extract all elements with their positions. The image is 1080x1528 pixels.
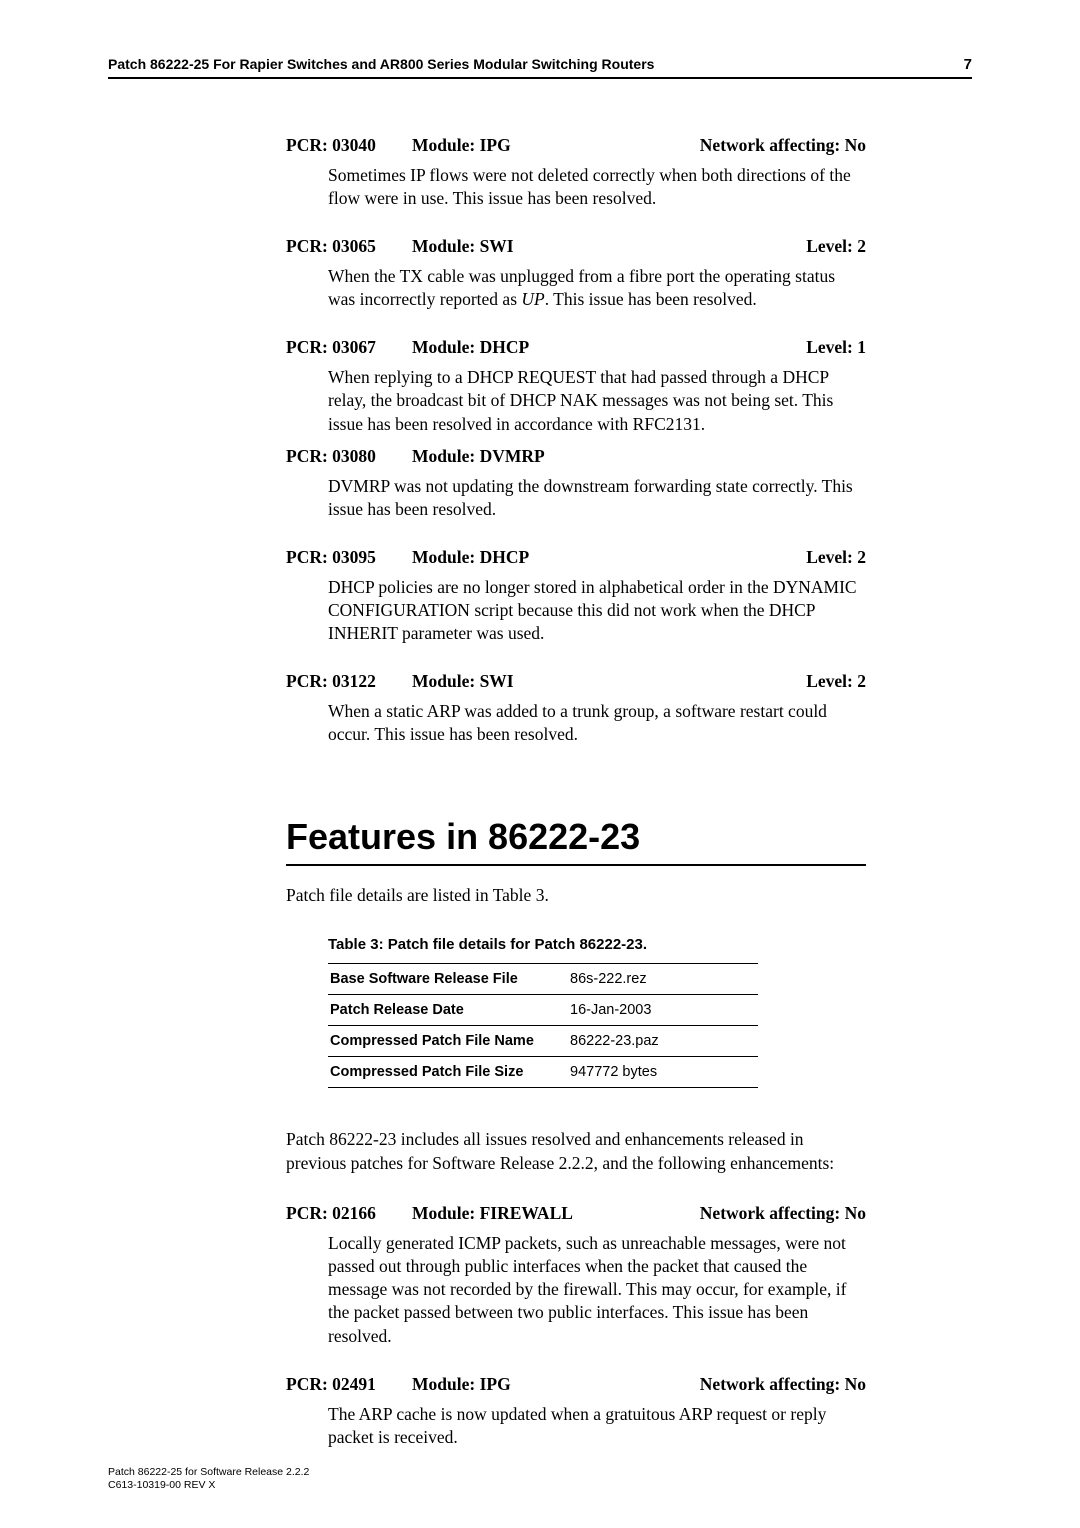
pcr-header-left: PCR: 03095Module: DHCP <box>286 547 529 568</box>
pcr-header-left: PCR: 03122Module: SWI <box>286 671 514 692</box>
section-title: Features in 86222-23 <box>286 816 866 866</box>
table-key: Base Software Release File <box>328 963 568 994</box>
pcr-number: PCR: 02166 <box>286 1203 412 1224</box>
pcr-header: PCR: 03095Module: DHCP Level: 2 <box>286 547 866 568</box>
table-value: 86222-23.paz <box>568 1025 758 1056</box>
pcr-header: PCR: 03122Module: SWI Level: 2 <box>286 671 866 692</box>
pcr-module: Module: SWI <box>412 236 514 257</box>
body-column: PCR: 03040Module: IPGNetwork affecting: … <box>286 135 866 1449</box>
pcr-number: PCR: 02491 <box>286 1374 412 1395</box>
pcr-header: PCR: 03040Module: IPG Network affecting: … <box>286 135 866 156</box>
pcr-header-left: PCR: 03040Module: IPG <box>286 135 511 156</box>
pcr-header-left: PCR: 02491Module: IPG <box>286 1374 511 1395</box>
table-row: Patch Release Date16-Jan-2003 <box>328 994 758 1025</box>
pcr-header: PCR: 03065Module: SWI Level: 2 <box>286 236 866 257</box>
pcr-header: PCR: 03067Module: DHCP Level: 1 <box>286 337 866 358</box>
table-value: 947772 bytes <box>568 1056 758 1087</box>
pcr-level: Level: 2 <box>806 236 866 257</box>
pcr-module: Module: IPG <box>412 135 511 156</box>
footer-line-2: C613-10319-00 REV X <box>108 1479 309 1492</box>
table-row: Base Software Release File86s-222.rez <box>328 963 758 994</box>
pcr-body: DHCP policies are no longer stored in al… <box>328 576 866 645</box>
pcr-module: Module: DVMRP <box>412 446 545 467</box>
table-caption: Table 3: Patch file details for Patch 86… <box>328 936 866 953</box>
patch-details-table: Base Software Release File86s-222.rezPat… <box>328 963 758 1088</box>
header-title: Patch 86222-25 For Rapier Switches and A… <box>108 56 654 72</box>
pcr-header-left: PCR: 03067Module: DHCP <box>286 337 529 358</box>
pcr-body: The ARP cache is now updated when a grat… <box>328 1403 866 1449</box>
pcr-number: PCR: 03067 <box>286 337 412 358</box>
pcr-body: When a static ARP was added to a trunk g… <box>328 700 866 746</box>
pcr-header-left: PCR: 02166Module: FIREWALL <box>286 1203 573 1224</box>
pcr-header: PCR: 02166Module: FIREWALL Network affect… <box>286 1203 866 1224</box>
table-key: Compressed Patch File Name <box>328 1025 568 1056</box>
pcr-body: Locally generated ICMP packets, such as … <box>328 1232 866 1347</box>
pcr-module: Module: SWI <box>412 671 514 692</box>
pcr-header: PCR: 03080Module: DVMRP <box>286 446 866 467</box>
pcr-body: When the TX cable was unplugged from a f… <box>328 265 866 311</box>
pcr-header: PCR: 02491Module: IPG Network affecting: … <box>286 1374 866 1395</box>
pcr-level: Level: 1 <box>806 337 866 358</box>
pcr-number: PCR: 03065 <box>286 236 412 257</box>
pcr-module: Module: FIREWALL <box>412 1203 573 1224</box>
page-footer: Patch 86222-25 for Software Release 2.2.… <box>108 1466 309 1492</box>
pcr-header-left: PCR: 03065Module: SWI <box>286 236 514 257</box>
pcr-level: Network affecting: No <box>700 1374 866 1395</box>
footer-line-1: Patch 86222-25 for Software Release 2.2.… <box>108 1466 309 1479</box>
pcr-number: PCR: 03122 <box>286 671 412 692</box>
pcr-level: Network affecting: No <box>700 1203 866 1224</box>
pcr-level: Network affecting: No <box>700 135 866 156</box>
table-key: Patch Release Date <box>328 994 568 1025</box>
pcr-level: Level: 2 <box>806 671 866 692</box>
table-row: Compressed Patch File Size947772 bytes <box>328 1056 758 1087</box>
pcr-module: Module: DHCP <box>412 337 529 358</box>
pcr-number: PCR: 03095 <box>286 547 412 568</box>
table-key: Compressed Patch File Size <box>328 1056 568 1087</box>
patch-details-table-block: Table 3: Patch file details for Patch 86… <box>328 936 866 1088</box>
header-page-number: 7 <box>964 56 972 73</box>
pcr-header-left: PCR: 03080Module: DVMRP <box>286 446 545 467</box>
table-row: Compressed Patch File Name86222-23.paz <box>328 1025 758 1056</box>
section-intro-2: Patch 86222-23 includes all issues resol… <box>286 1128 866 1175</box>
pcr-body: DVMRP was not updating the downstream fo… <box>328 475 866 521</box>
table-value: 86s-222.rez <box>568 963 758 994</box>
pcr-number: PCR: 03080 <box>286 446 412 467</box>
table-value: 16-Jan-2003 <box>568 994 758 1025</box>
section-intro-1: Patch file details are listed in Table 3… <box>286 884 866 908</box>
pcr-module: Module: IPG <box>412 1374 511 1395</box>
page-header: Patch 86222-25 For Rapier Switches and A… <box>108 56 972 79</box>
pcr-number: PCR: 03040 <box>286 135 412 156</box>
pcr-module: Module: DHCP <box>412 547 529 568</box>
pcr-level: Level: 2 <box>806 547 866 568</box>
pcr-body: When replying to a DHCP REQUEST that had… <box>328 366 866 435</box>
pcr-body: Sometimes IP flows were not deleted corr… <box>328 164 866 210</box>
